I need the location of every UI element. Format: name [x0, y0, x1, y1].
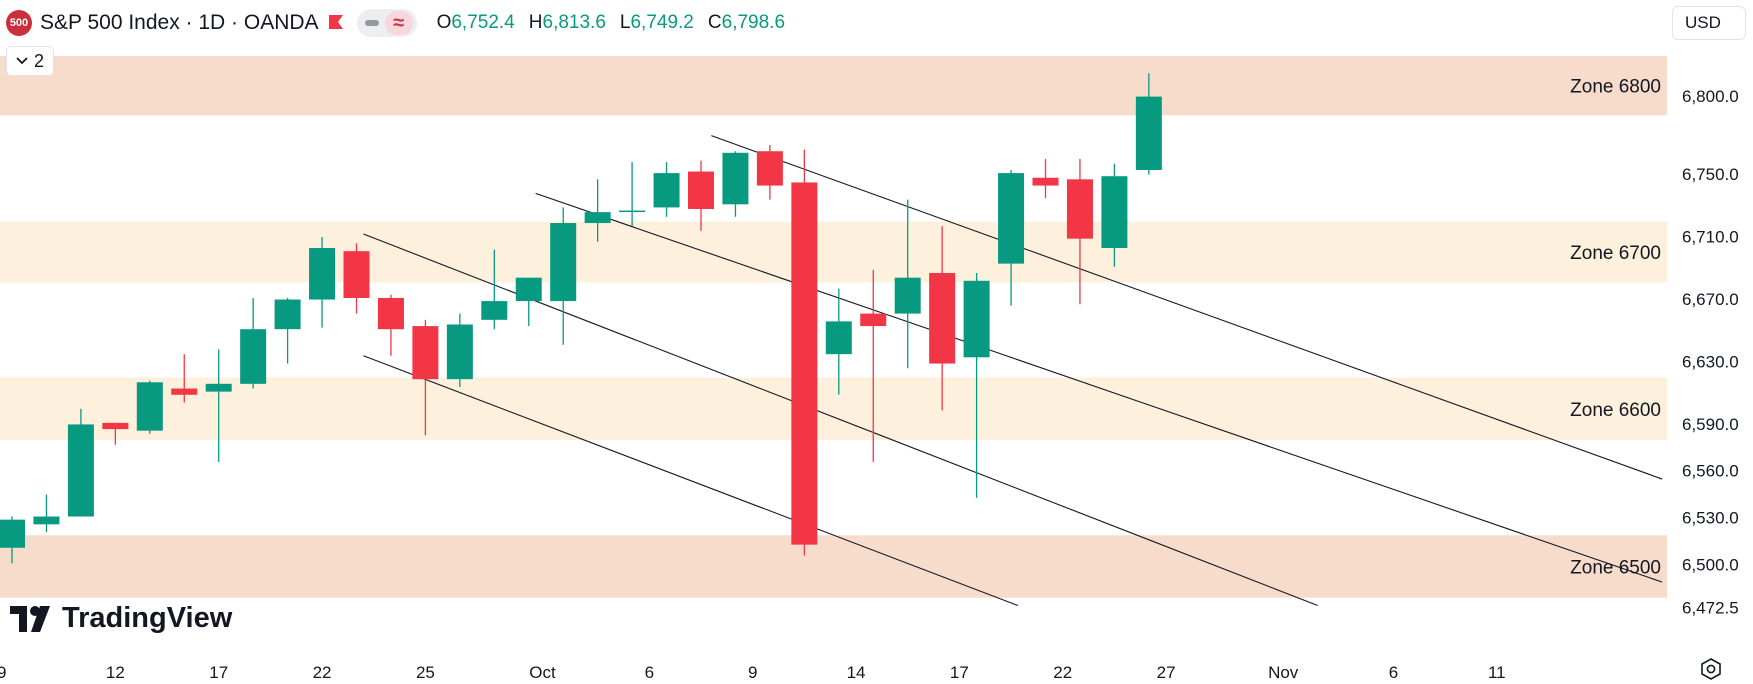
y-tick-label-0: 6,800.0: [1682, 87, 1739, 106]
candle-body-8: [274, 299, 301, 330]
x-tick-label-6: 6: [645, 663, 654, 682]
trendline-3: [363, 355, 1019, 607]
candle-body-31: [1066, 179, 1093, 239]
tradingview-logo[interactable]: TradingView: [10, 602, 232, 635]
x-tick-label-10: 22: [1053, 663, 1072, 682]
candle-body-16: [550, 223, 577, 302]
zone-label-2: Zone 6600: [1570, 400, 1661, 421]
x-tick-label-1: 12: [106, 663, 125, 682]
support-resistance-zones: Zone 6800 Zone 6700 Zone 6600 Zone 6500: [0, 56, 1667, 598]
x-tick-label-8: 14: [847, 663, 866, 682]
candle-body-23: [791, 182, 818, 545]
zone-band-3: [0, 535, 1667, 598]
y-tick-label-4: 6,630.0: [1682, 352, 1739, 371]
candle-body-27: [929, 272, 956, 364]
x-tick-label-9: 17: [950, 663, 969, 682]
candle-body-10: [343, 251, 370, 298]
candle-body-11: [377, 297, 404, 330]
y-tick-label-6: 6,560.0: [1682, 462, 1739, 481]
candle-body-24: [825, 321, 852, 355]
trendline-0: [711, 135, 1663, 480]
candle-body-21: [722, 152, 749, 205]
symbol-title[interactable]: S&P 500 Index · 1D · OANDA: [40, 11, 319, 34]
candle-body-9: [309, 248, 336, 300]
zone-label-3: Zone 6500: [1570, 557, 1661, 578]
candle-body-14: [481, 301, 508, 320]
price-axis[interactable]: 6,800.0 6,750.0 6,710.0 6,670.0 6,630.0 6,590…: [1682, 87, 1739, 617]
candlesticks: [0, 73, 1162, 564]
collapse-indicators-button[interactable]: 2: [6, 46, 54, 76]
candle-body-25: [860, 313, 887, 327]
zone-label-0: Zone 6800: [1570, 77, 1661, 98]
line-style-icon[interactable]: [361, 12, 383, 34]
candle-body-28: [963, 280, 990, 358]
y-tick-label-9: 6,472.5: [1682, 598, 1739, 617]
zone-band-0: [0, 56, 1667, 116]
candle-body-33: [1135, 96, 1162, 170]
logo-text: TradingView: [62, 602, 233, 634]
symbol-badge[interactable]: 500: [6, 10, 32, 36]
flag-icon[interactable]: [327, 14, 345, 32]
candle-body-32: [1101, 176, 1128, 249]
candle-body-26: [894, 277, 921, 314]
ohlc-low: L6,749.2: [619, 12, 694, 33]
settings-icon[interactable]: [1700, 658, 1722, 680]
zone-band-2: [0, 377, 1667, 441]
ohlc-high: H6,813.6: [528, 12, 606, 33]
x-tick-label-2: 17: [209, 663, 228, 682]
candle-body-22: [756, 151, 783, 186]
y-tick-label-1: 6,750.0: [1682, 165, 1739, 184]
indicator-count: 2: [33, 50, 44, 71]
chevron-down-icon: [16, 57, 28, 65]
x-tick-label-14: 11: [1488, 663, 1506, 682]
ohlc-open: O6,752.4: [436, 12, 515, 33]
ohlc-values: O6,752.4 H6,813.6 L6,749.2 C6,798.6: [437, 12, 785, 34]
candle-body-3: [102, 422, 129, 430]
candle-body-4: [136, 382, 163, 431]
currency-selector[interactable]: USD: [1672, 6, 1746, 40]
candle-body-17: [584, 212, 611, 224]
candle-body-19: [653, 173, 680, 208]
candle-body-15: [515, 277, 542, 302]
candle-body-20: [688, 171, 714, 209]
x-tick-label-7: 9: [748, 663, 757, 682]
ohlc-close: C6,798.6: [707, 12, 786, 33]
candle-body-2: [67, 424, 94, 517]
candle-body-13: [446, 324, 473, 380]
x-tick-label-13: 6: [1389, 663, 1398, 682]
wave-icon[interactable]: ≈: [384, 11, 413, 35]
trendline-1: [535, 192, 1663, 583]
candle-body-12: [412, 326, 439, 380]
x-tick-label-12: Nov: [1268, 663, 1299, 682]
candle-body-7: [240, 329, 267, 384]
y-tick-label-3: 6,670.0: [1682, 290, 1739, 309]
chart-header: 500 S&P 500 Index · 1D · OANDA ≈ O6,752.…: [6, 8, 785, 38]
time-axis[interactable]: 9 12 17 22 25 Oct 6 9 14 17 22 27 Nov 6 11: [0, 663, 1506, 682]
candle-body-1: [33, 516, 60, 525]
y-tick-label-2: 6,710.0: [1682, 228, 1739, 247]
indicator-toggle[interactable]: ≈: [356, 9, 417, 37]
zone-label-1: Zone 6700: [1570, 243, 1661, 264]
candle-body-29: [998, 173, 1025, 264]
x-tick-label-11: 27: [1157, 663, 1176, 682]
candle-body-5: [171, 388, 198, 395]
candle-body-18: [619, 210, 646, 213]
x-tick-label-0: 9: [0, 663, 6, 682]
tv-logo-icon: [10, 605, 50, 632]
candle-body-6: [205, 383, 232, 392]
x-tick-label-3: 22: [313, 663, 332, 682]
candle-body-30: [1032, 177, 1059, 186]
x-tick-label-4: 25: [416, 663, 435, 682]
x-tick-label-5: Oct: [529, 663, 556, 682]
y-tick-label-8: 6,500.0: [1682, 555, 1739, 574]
candle-body-0: [0, 519, 25, 548]
zone-band-1: [0, 221, 1667, 283]
y-tick-label-5: 6,590.0: [1682, 415, 1739, 434]
y-tick-label-7: 6,530.0: [1682, 509, 1739, 528]
